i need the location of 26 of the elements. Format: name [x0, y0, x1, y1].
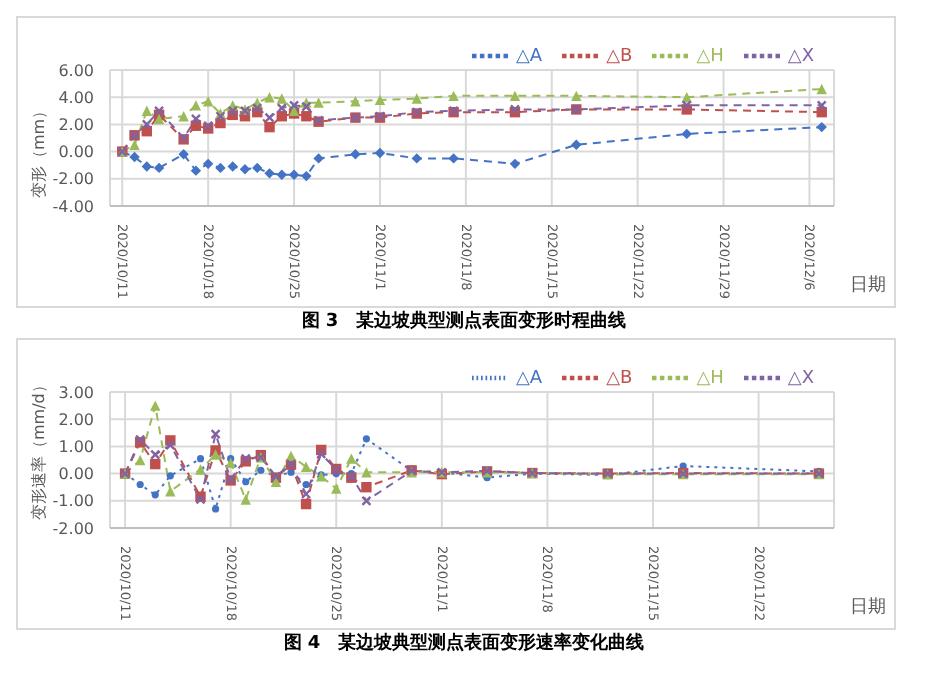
legend-label: △X [787, 368, 814, 389]
y-tick-label: 0.00 [58, 143, 94, 162]
legend-label: △B [606, 46, 633, 67]
x-axis-title: 日期 [850, 273, 886, 298]
y-tick-label: -2.00 [52, 519, 94, 538]
legend-label: △H [696, 46, 724, 67]
text: 图 3 某边坡典型测点表面变形时程曲线 [299, 308, 629, 336]
y-tick-label: -1.00 [52, 492, 94, 511]
y-tick-label: 4.00 [58, 88, 94, 107]
legend-label: △A [516, 368, 543, 389]
y-tick-label: 3.00 [58, 383, 94, 402]
y-axis-title: 变形速率（mm/d） [29, 377, 48, 520]
legend-label: △H [696, 368, 724, 389]
y-tick-label: 2.00 [58, 116, 94, 135]
y-tick-label: 1.00 [58, 438, 94, 457]
y-tick-label: -2.00 [52, 170, 94, 189]
y-axis-title: 变形（mm） [29, 102, 48, 198]
legend-label: △B [606, 368, 633, 389]
y-tick-label: -4.00 [52, 197, 94, 216]
legend-label: △X [787, 46, 814, 67]
y-tick-label: 6.00 [58, 61, 94, 80]
legend-label: △A [516, 46, 543, 67]
x-axis-title: 日期 [850, 595, 886, 620]
y-tick-label: 2.00 [58, 410, 94, 429]
y-tick-label: 0.00 [58, 465, 94, 484]
text: 图 4 某边坡典型测点表面变形速率变化曲线 [281, 630, 647, 658]
